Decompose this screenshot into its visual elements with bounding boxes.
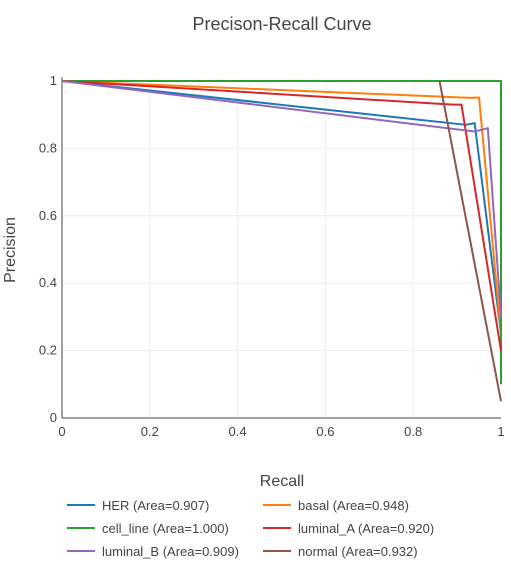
legend-item[interactable]: cell_line (Area=1.000) [67, 521, 229, 536]
chart-title: Precison-Recall Curve [192, 14, 371, 34]
x-axis-title: Recall [260, 473, 304, 490]
x-tick-label: 0.6 [316, 424, 334, 439]
series-lines [61, 80, 502, 402]
legend-item[interactable]: HER (Area=0.907) [67, 498, 209, 513]
tick-labels: 0 0.2 0.4 0.6 0.8 1 0 0.2 0.4 0.6 0.8 1 [39, 73, 505, 439]
legend-label: HER (Area=0.907) [102, 498, 209, 513]
y-tick-label: 0.4 [39, 275, 57, 290]
y-tick-label: 0.2 [39, 343, 57, 358]
x-tick-label: 0.2 [141, 424, 159, 439]
legend-item[interactable]: basal (Area=0.948) [263, 498, 409, 513]
legend-label: luminal_A (Area=0.920) [298, 521, 434, 536]
series-line-0 [61, 80, 502, 334]
legend-item[interactable]: luminal_B (Area=0.909) [67, 544, 239, 559]
series-line-4 [61, 80, 502, 317]
y-tick-label: 0.6 [39, 208, 57, 223]
y-tick-label: 1 [50, 73, 57, 88]
series-line-5 [438, 80, 502, 402]
series-line-2 [62, 80, 502, 385]
y-tick-label: 0.8 [39, 140, 57, 155]
x-tick-label: 0.4 [229, 424, 247, 439]
legend-item[interactable]: normal (Area=0.932) [263, 544, 418, 559]
legend-label: cell_line (Area=1.000) [102, 521, 229, 536]
legend: HER (Area=0.907) basal (Area=0.948) cell_l… [67, 498, 434, 559]
x-tick-label: 0 [58, 424, 65, 439]
legend-label: basal (Area=0.948) [298, 498, 409, 513]
axes [61, 77, 501, 419]
legend-label: normal (Area=0.932) [298, 544, 418, 559]
legend-item[interactable]: luminal_A (Area=0.920) [263, 521, 434, 536]
series-line-1 [61, 80, 502, 334]
series-line-3 [61, 80, 502, 351]
x-tick-label: 1 [497, 424, 504, 439]
y-axis-title: Precision [2, 217, 19, 283]
legend-label: luminal_B (Area=0.909) [102, 544, 239, 559]
grid [62, 81, 501, 418]
y-tick-label: 0 [50, 410, 57, 425]
x-tick-label: 0.8 [404, 424, 422, 439]
